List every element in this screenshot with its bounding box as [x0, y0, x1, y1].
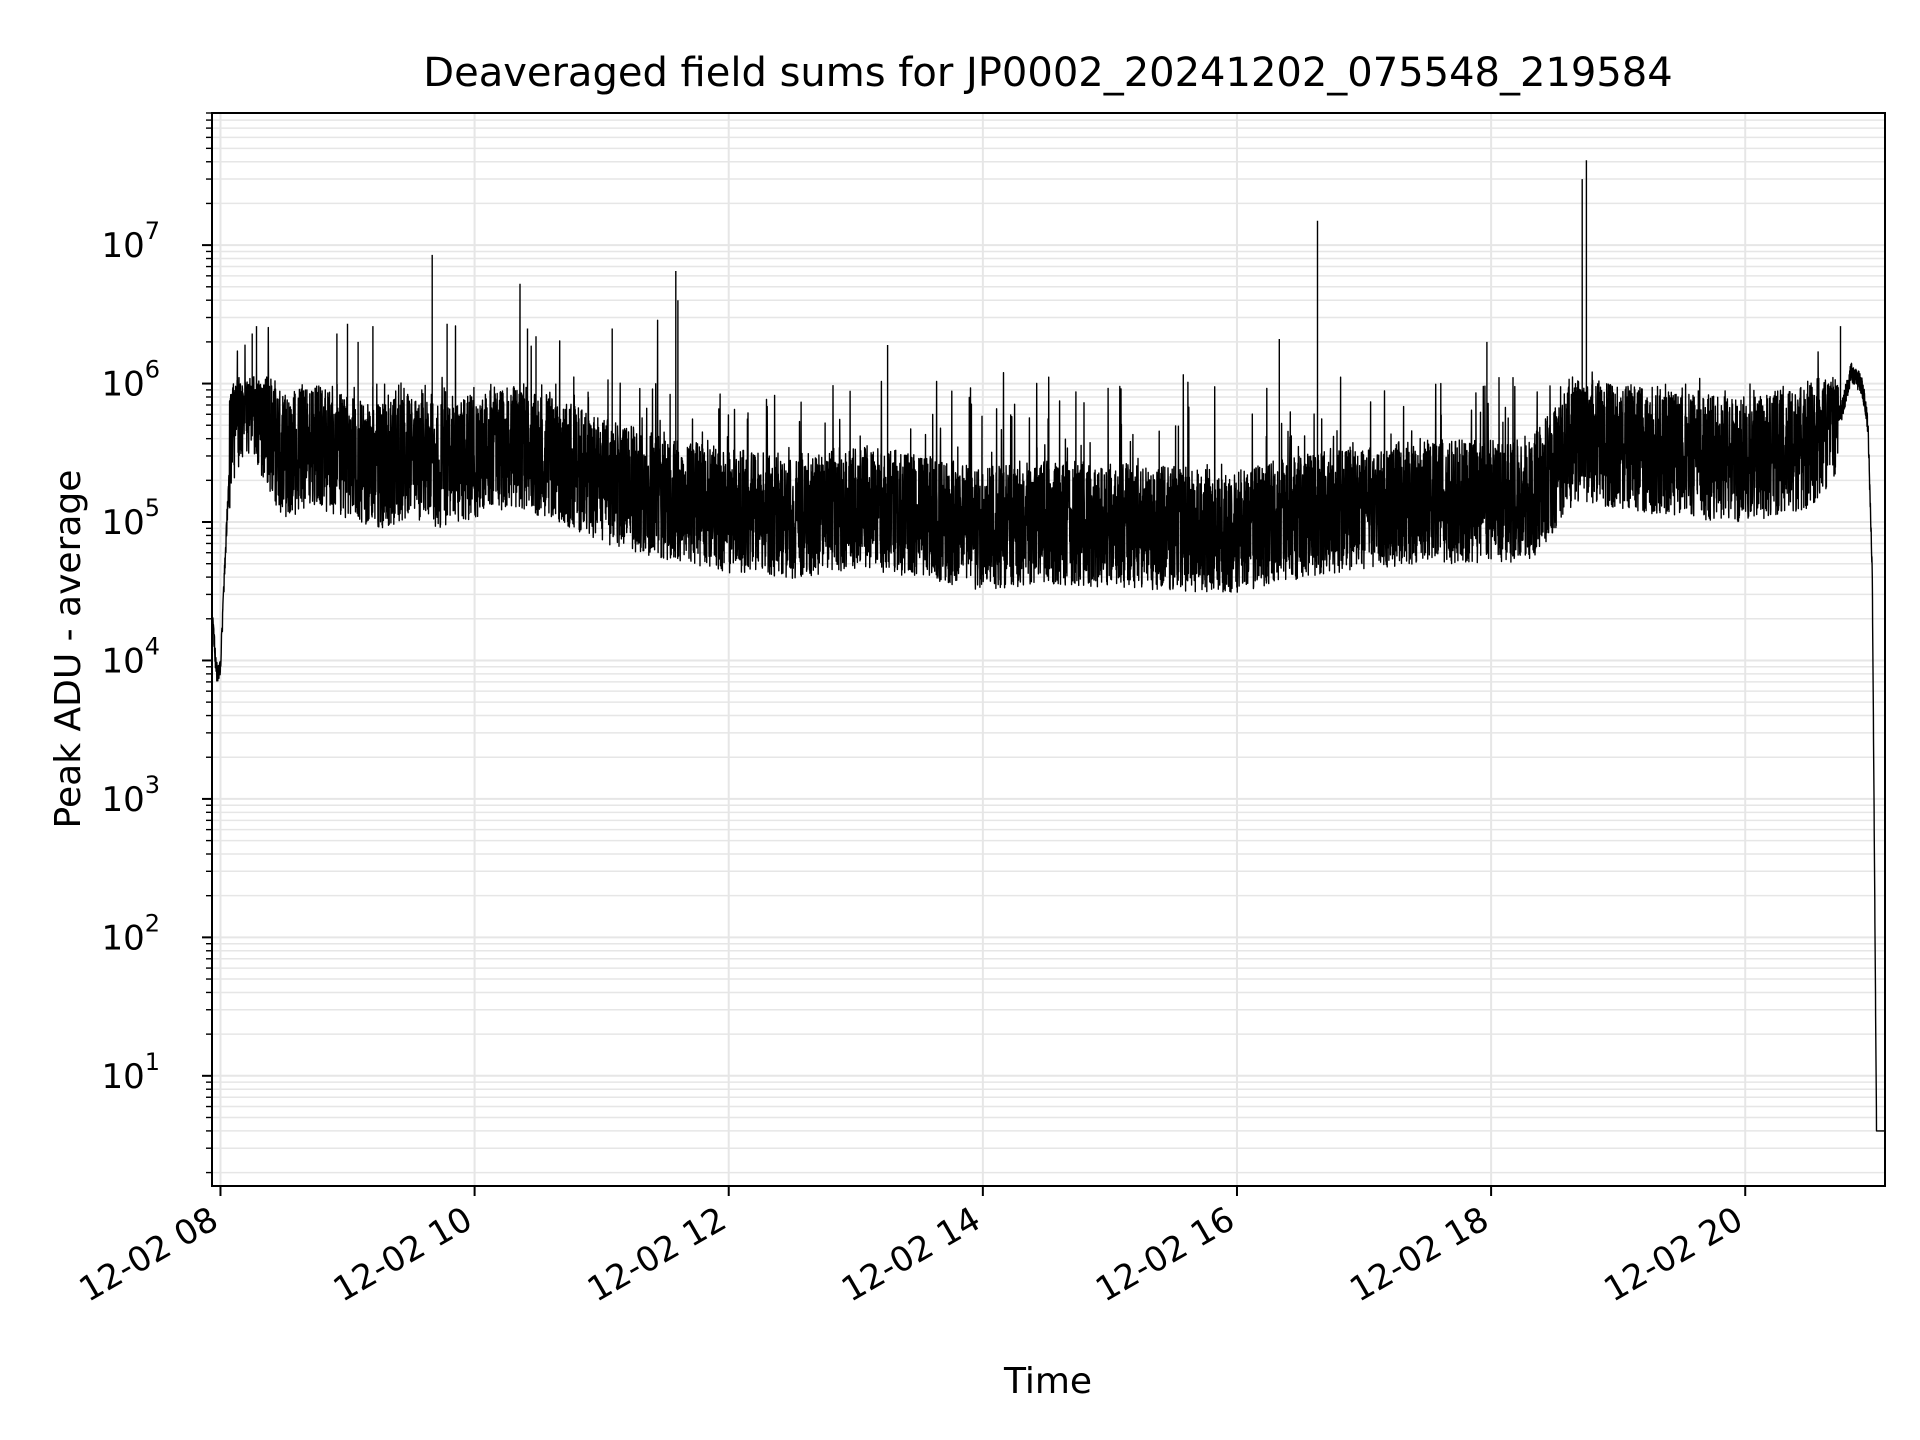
plot-frame: [211, 112, 1886, 1187]
y-tick-label: 106: [101, 356, 160, 405]
x-tick-label: 12-02 18: [1343, 1199, 1495, 1310]
x-tick-label: 12-02 10: [327, 1199, 479, 1310]
y-tick-label: 102: [101, 909, 160, 958]
minor-grid: [212, 112, 1885, 1174]
chart-title: Deaveraged field sums for JP0002_2024120…: [423, 50, 1672, 96]
y-axis-ticks: 101 102 103 104 105 106 107: [101, 112, 212, 1174]
x-tick-label: 12-02 16: [1089, 1199, 1241, 1310]
y-tick-label: 103: [101, 771, 160, 820]
y-tick-label: 104: [101, 632, 160, 681]
y-tick-label: 107: [101, 217, 160, 266]
x-axis-label: Time: [1003, 1361, 1092, 1402]
x-tick-label: 12-02 14: [835, 1199, 987, 1310]
y-tick-label: 101: [101, 1048, 160, 1097]
x-axis-ticks: 12-02 08 12-02 10 12-02 12 12-02 14 12-02 16…: [73, 1186, 1750, 1310]
x-tick-label: 12-02 12: [581, 1199, 733, 1310]
series-line: [212, 160, 1885, 1132]
x-tick-label: 12-02 20: [1597, 1199, 1749, 1310]
series-layer: [212, 160, 1885, 1132]
y-tick-label: 105: [101, 494, 160, 543]
major-grid: [212, 113, 1885, 1186]
x-tick-label: 12-02 08: [73, 1199, 225, 1310]
y-axis-label: Peak ADU - average: [48, 470, 89, 829]
